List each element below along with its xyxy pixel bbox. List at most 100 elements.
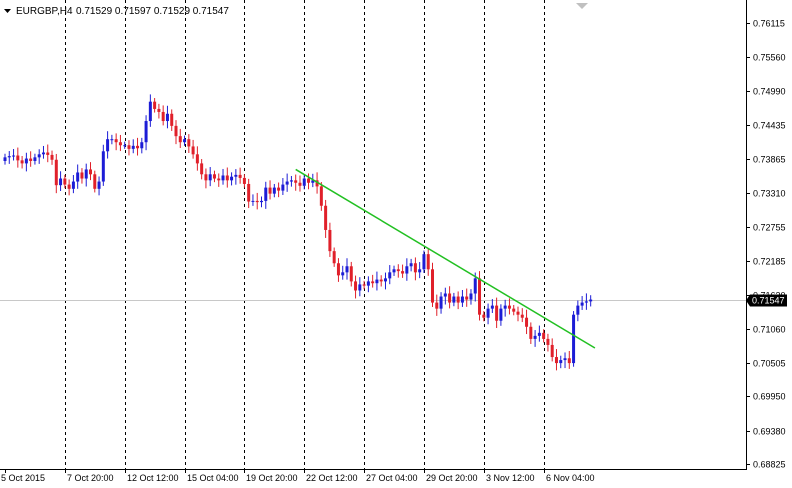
candle-body: [123, 145, 127, 147]
candle-body: [89, 169, 92, 175]
candle-body: [554, 357, 558, 364]
candle: [3, 153, 7, 165]
candle: [572, 311, 576, 367]
candle: [101, 144, 105, 186]
candle-body: [456, 296, 460, 303]
candle-body: [435, 302, 439, 309]
price-tick-label: 0.69380: [753, 427, 786, 437]
candle: [59, 171, 63, 191]
candle: [520, 308, 524, 323]
candle-body: [29, 158, 33, 161]
candle-body: [144, 121, 148, 143]
candle-body: [208, 174, 212, 181]
candle: [289, 175, 293, 187]
candle-body: [550, 344, 554, 358]
candle: [516, 306, 520, 322]
candle: [131, 139, 135, 154]
price-tick-label: 0.76115: [753, 19, 785, 29]
chart-header: EURGBP,H4 0.71529 0.71597 0.71529 0.7154…: [4, 6, 229, 17]
candle-body: [413, 263, 417, 273]
candle-body: [401, 271, 405, 274]
candle: [170, 109, 174, 131]
candle-body: [319, 186, 323, 206]
candle: [50, 150, 54, 165]
candle-body: [580, 302, 584, 306]
candle-body: [97, 181, 101, 189]
price-tick-label: 0.73310: [753, 189, 786, 199]
candle: [388, 265, 392, 285]
candle: [439, 292, 443, 314]
candle: [529, 322, 533, 344]
candle-body: [174, 125, 178, 137]
time-tick-label: 7 Oct 20:00: [67, 473, 114, 483]
candle-body: [460, 296, 464, 303]
candle: [418, 262, 422, 279]
candle: [7, 151, 11, 164]
candle: [37, 149, 41, 164]
price-tick-label: 0.72755: [753, 223, 786, 233]
candle-body: [469, 293, 473, 300]
candle-body: [277, 187, 281, 191]
candle-body: [3, 157, 7, 161]
symbol-dropdown-icon[interactable]: [4, 9, 11, 13]
candle-body: [33, 157, 37, 161]
candle: [212, 170, 216, 183]
candle: [559, 355, 563, 369]
candle-body: [268, 187, 272, 194]
candle: [106, 131, 110, 159]
candle: [204, 168, 208, 189]
time-axis: 5 Oct 2015 7 Oct 20:00 12 Oct 12:00 15 Oct …: [1, 469, 595, 483]
time-tick-label: 27 Oct 04:00: [366, 473, 418, 483]
candle-body: [336, 263, 340, 276]
candle-body: [516, 311, 520, 315]
time-tick-label: 29 Oct 20:00: [426, 473, 478, 483]
time-grid-lines: [65, 0, 545, 469]
candle-body: [264, 187, 268, 201]
candle: [546, 333, 550, 352]
price-tick-label: 0.74435: [753, 121, 786, 131]
candle-body: [272, 187, 276, 194]
price-tick-label: 0.68825: [753, 460, 786, 470]
candle-body: [388, 272, 392, 279]
time-tick-label: 5 Oct 2015: [1, 473, 45, 483]
candle-body: [131, 145, 135, 149]
candle: [153, 98, 157, 113]
candle: [554, 349, 558, 371]
candle-body: [349, 266, 353, 282]
candle-body: [507, 305, 511, 309]
candle-body: [200, 163, 204, 175]
candle: [33, 153, 37, 165]
current-price-label: 0.71547: [752, 296, 785, 306]
candle: [294, 174, 298, 191]
candle: [255, 192, 259, 210]
candle: [242, 174, 246, 188]
candle: [550, 338, 554, 362]
candle: [319, 182, 323, 211]
candle-body: [418, 269, 422, 273]
candle-body: [221, 175, 225, 181]
candle: [443, 287, 447, 305]
candle-body: [520, 314, 524, 318]
candle-body: [157, 108, 161, 112]
candle-body: [572, 314, 576, 364]
candle: [24, 152, 28, 172]
candle-body: [71, 181, 75, 189]
candle: [136, 137, 140, 156]
candle-body: [281, 184, 285, 191]
candle: [576, 300, 580, 322]
candle-body: [358, 284, 362, 291]
candle-body: [503, 305, 507, 309]
candle-body: [165, 113, 169, 122]
candle-body: [563, 358, 567, 361]
candle: [336, 258, 340, 282]
price-tick-label: 0.72185: [753, 257, 786, 267]
trendline[interactable]: [295, 168, 596, 349]
candle: [260, 196, 263, 208]
candle: [16, 147, 20, 168]
candle-body: [247, 183, 251, 202]
candle-body: [324, 205, 328, 230]
candle: [76, 164, 80, 189]
candle-body: [24, 158, 28, 164]
time-tick-label: 15 Oct 04:00: [187, 473, 239, 483]
scroll-marker-icon[interactable]: [576, 3, 588, 9]
